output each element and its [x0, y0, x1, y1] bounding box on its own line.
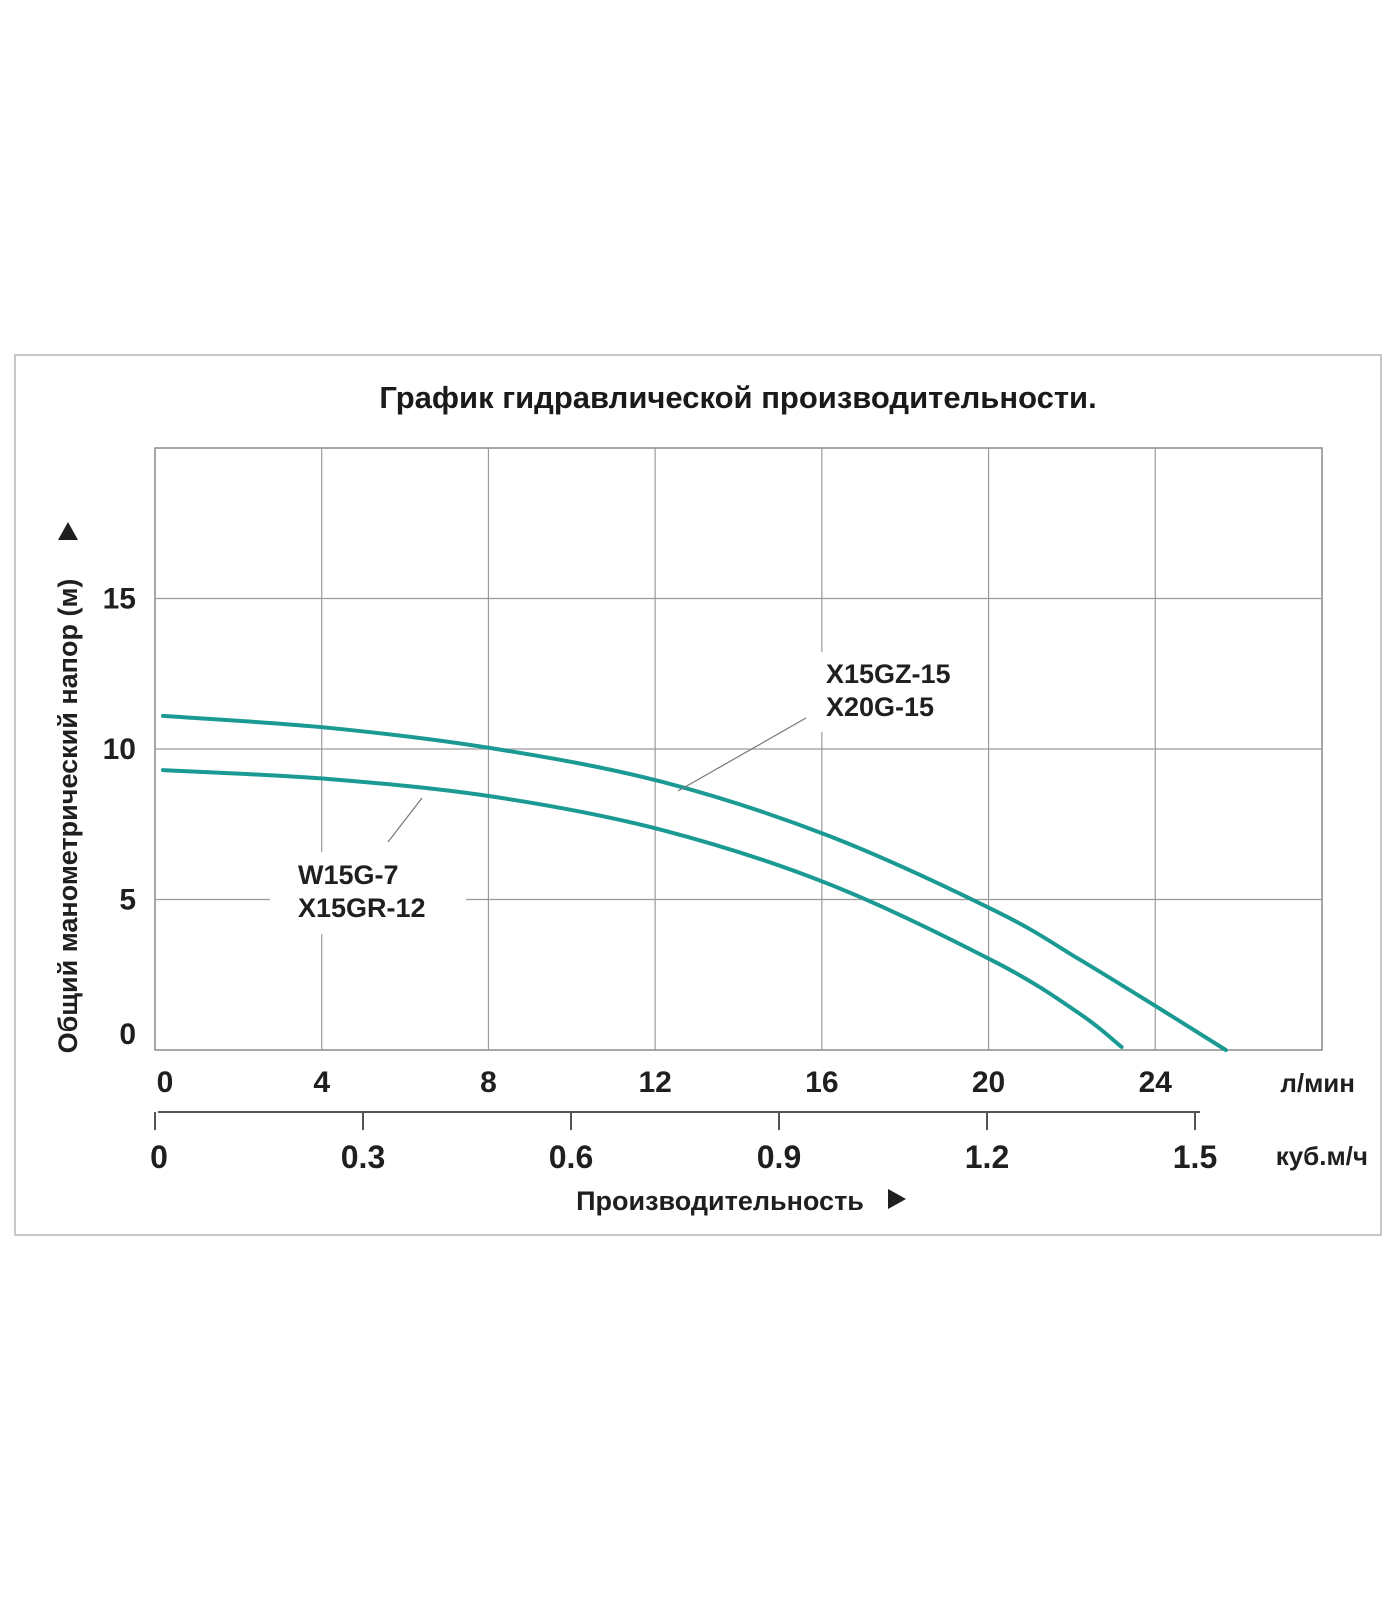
x2-tick-label: 0 — [150, 1139, 168, 1175]
series-leader-2 — [387, 797, 423, 843]
x-tick-label: 8 — [480, 1066, 497, 1099]
y-tick-label: 15 — [103, 583, 136, 616]
series-label-2-line: X15GR-12 — [298, 893, 426, 923]
series-label-1-line: X15GZ-15 — [826, 659, 951, 689]
x-tick-label: 4 — [313, 1066, 330, 1099]
x2-tick-label: 0.6 — [549, 1139, 593, 1175]
x-unit-label: л/мин — [1280, 1068, 1355, 1098]
x-axis-arrow-icon — [888, 1189, 906, 1209]
series-label-2-line: W15G-7 — [298, 860, 399, 890]
series-label-bg-2 — [270, 852, 466, 934]
x2-tick-label: 1.2 — [965, 1139, 1009, 1175]
chart-title: График гидравлической производительности… — [379, 380, 1096, 415]
x-axis-title: Производительность — [576, 1186, 864, 1216]
y-axis-title: Общий манометрический напор (м) — [53, 579, 83, 1054]
x2-unit-label: куб.м/ч — [1276, 1141, 1368, 1171]
x-tick-label: 24 — [1139, 1066, 1173, 1099]
y-axis-arrow-icon — [58, 522, 78, 540]
y-tick-labels: 0 5 10 15 — [103, 583, 136, 1052]
series-leader-1 — [677, 717, 807, 792]
series-line-2 — [161, 768, 1124, 1049]
x2-tick-label: 1.5 — [1173, 1139, 1217, 1175]
x-tick-label: 12 — [638, 1066, 671, 1099]
y-tick-label: 0 — [119, 1018, 136, 1051]
series-line-1 — [161, 713, 1228, 1052]
series-group — [161, 713, 1228, 1052]
series-label-bg-1 — [820, 652, 970, 732]
y-tick-label: 10 — [103, 733, 136, 766]
x-tick-label: 16 — [805, 1066, 838, 1099]
y-tick-label: 5 — [119, 884, 136, 917]
series-label-1-line: X20G-15 — [826, 692, 934, 722]
x-tick-label: 20 — [972, 1066, 1005, 1099]
x2-tick-label: 0.9 — [757, 1139, 801, 1175]
x-tick-labels: 0 4 8 12 16 20 24 — [157, 1066, 1173, 1099]
x2-tick-labels: 0 0.3 0.6 0.9 1.2 1.5 — [150, 1112, 1217, 1175]
x2-tick-label: 0.3 — [341, 1139, 385, 1175]
x-tick-label: 0 — [157, 1066, 174, 1099]
